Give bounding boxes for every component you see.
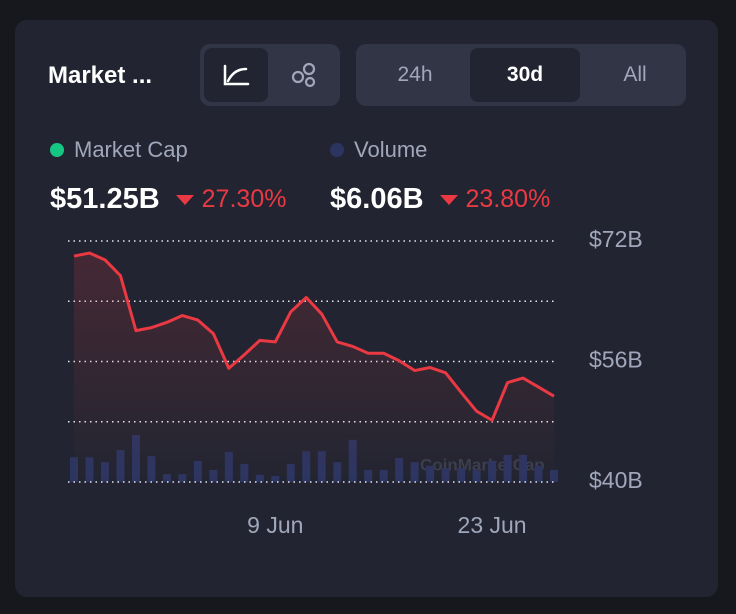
chart-type-toggle — [200, 44, 340, 106]
time-range-tab[interactable]: All — [623, 63, 647, 86]
legend-swatch — [330, 143, 344, 157]
x-tick-label: 23 Jun — [458, 512, 527, 538]
stat-change-text: 27.30% — [201, 185, 287, 213]
line-chart-button[interactable] — [204, 48, 268, 102]
x-tick-label: 9 Jun — [247, 512, 303, 538]
time-range-tab[interactable]: 24h — [397, 63, 433, 86]
legend-label: Volume — [354, 137, 428, 162]
market-cap-stat: $51.25B 27.30% — [50, 183, 286, 216]
y-tick-label: $56B — [589, 347, 643, 373]
y-tick-label: $72B — [589, 226, 643, 252]
card — [15, 20, 718, 597]
legend-item: Market Cap — [50, 137, 188, 163]
y-tick-label: $40B — [589, 467, 643, 493]
stat-value: $51.25B — [50, 183, 160, 215]
stat-change: 27.30% — [175, 185, 287, 214]
line-icon — [223, 64, 250, 86]
stat-change: 23.80% — [439, 185, 551, 214]
time-range-tabs: 24h 30d All — [356, 44, 686, 106]
legend-label: Market Cap — [74, 137, 188, 162]
time-range-tab[interactable]: 30d — [470, 48, 580, 102]
legend-item: Volume — [330, 137, 427, 163]
volume-stat: $6.06B 23.80% — [330, 183, 550, 216]
circles-icon — [291, 62, 316, 88]
stat-value: $6.06B — [330, 183, 424, 215]
candle-chart-button[interactable] — [272, 48, 336, 102]
market-cap-line — [73, 251, 555, 422]
market-cap-area-fill — [74, 253, 554, 482]
stat-change-text: 23.80% — [465, 185, 551, 213]
legend-swatch — [50, 143, 64, 157]
widget-title: Market ... — [48, 62, 153, 89]
